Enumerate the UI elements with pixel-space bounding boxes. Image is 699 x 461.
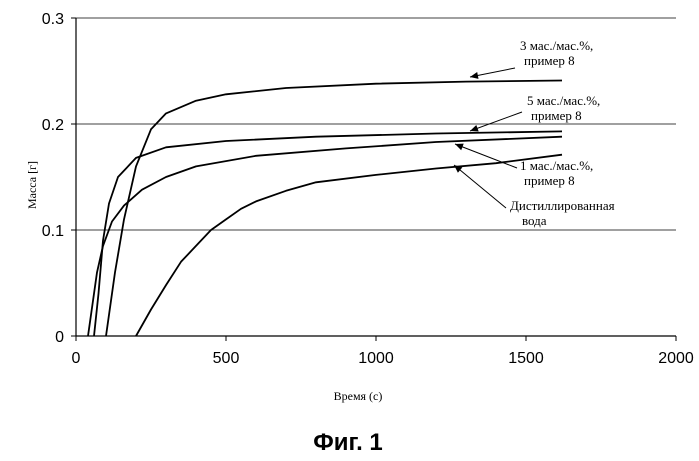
annotation-label-1: 5 мас./мас.%,пример 8 [527, 93, 600, 123]
annotation-arrow-3 [454, 165, 506, 208]
x-tick-label-2: 1000 [358, 350, 394, 367]
annotation-arrowhead-1 [470, 125, 479, 132]
annotation-label-0: 3 мас./мас.%,пример 8 [520, 38, 593, 68]
annotation-line: пример 8 [531, 108, 582, 123]
annotation-arrow-1 [470, 112, 522, 131]
series-lines [88, 81, 562, 337]
annotation-line: 5 мас./мас.%, [527, 93, 600, 108]
annotation-line: 3 мас./мас.%, [520, 38, 593, 53]
y-tick-label-2: 0.2 [42, 117, 64, 134]
annotation-label-3: Дистиллированнаявода [510, 198, 615, 228]
x-tick-label-3: 1500 [508, 350, 544, 367]
annotation-label-2: 1 мас./мас.%,пример 8 [520, 158, 593, 188]
annotation-line: пример 8 [524, 173, 575, 188]
line-chart: 0 0.1 0.2 0.3 0 500 1000 1500 2000 3 мас./мас.%,… [0, 0, 699, 461]
figure-caption: Фиг. 1 [313, 429, 383, 456]
series-line-3 [136, 155, 562, 336]
series-line-1 [94, 131, 562, 336]
y-tick-label-0: 0 [55, 329, 64, 346]
y-tick-label-1: 0.1 [42, 223, 64, 240]
annotation-line: вода [522, 213, 547, 228]
annotation-line: пример 8 [524, 53, 575, 68]
annotation-arrowhead-2 [455, 144, 464, 151]
tick-labels: 0 0.1 0.2 0.3 0 500 1000 1500 2000 [42, 11, 694, 367]
x-tick-label-0: 0 [72, 350, 81, 367]
annotation-arrowhead-0 [470, 72, 479, 79]
y-axis-title: Масса [г] [25, 161, 39, 209]
annotation-line: Дистиллированная [510, 198, 615, 213]
x-tick-label-1: 500 [213, 350, 240, 367]
x-axis-title: Время (с) [334, 389, 383, 403]
series-line-0 [106, 81, 562, 337]
x-tick-label-4: 2000 [658, 350, 694, 367]
annotation-line: 1 мас./мас.%, [520, 158, 593, 173]
y-tick-label-3: 0.3 [42, 11, 64, 28]
series-line-2 [88, 137, 562, 336]
